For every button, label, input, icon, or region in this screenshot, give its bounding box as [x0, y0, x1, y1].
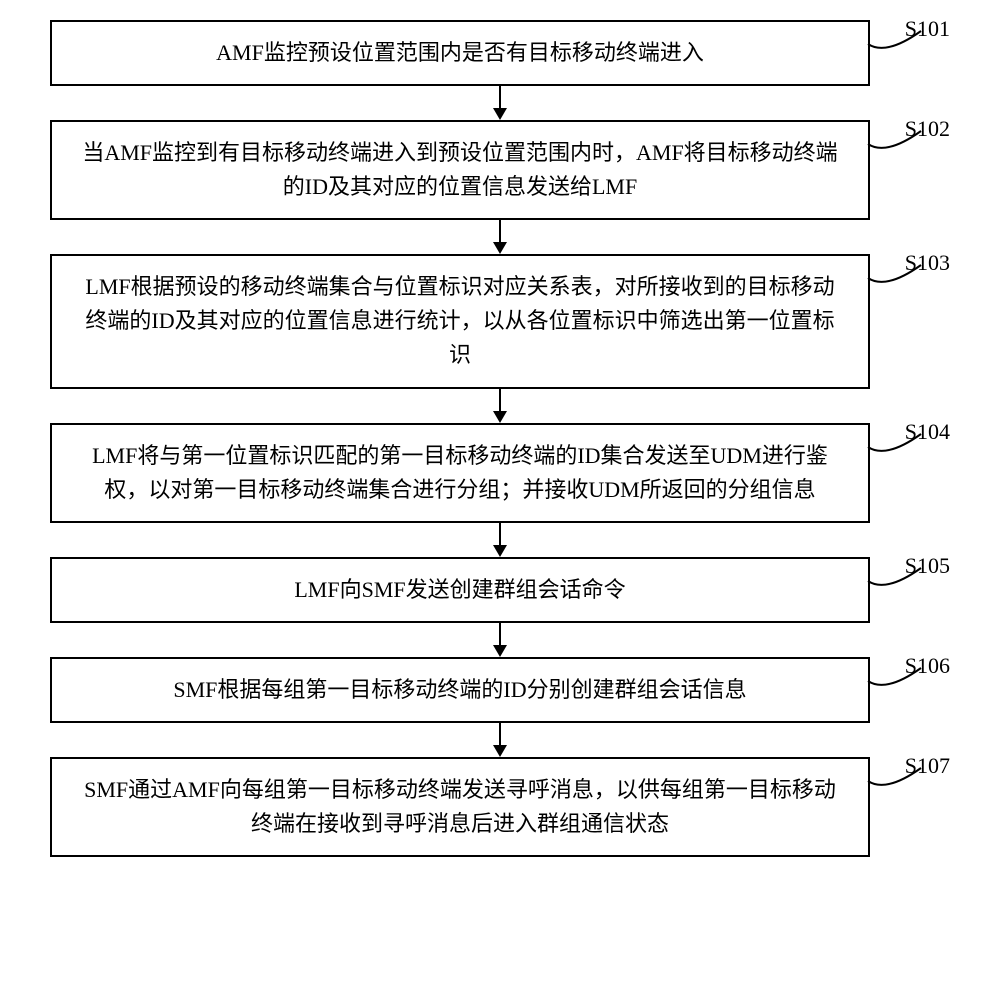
step-label-wrap: S101	[870, 20, 950, 86]
step-text: SMF根据每组第一目标移动终端的ID分别创建群组会话信息	[173, 673, 746, 707]
step-text: LMF向SMF发送创建群组会话命令	[294, 573, 625, 607]
step-text: 当AMF监控到有目标移动终端进入到预设位置范围内时，AMF将目标移动终端的ID及…	[82, 136, 838, 204]
step-box-s105: LMF向SMF发送创建群组会话命令	[50, 557, 870, 623]
step-row: SMF根据每组第一目标移动终端的ID分别创建群组会话信息 S106	[50, 657, 950, 723]
arrow	[90, 86, 910, 120]
step-row: AMF监控预设位置范围内是否有目标移动终端进入 S101	[50, 20, 950, 86]
arrow	[90, 389, 910, 423]
step-row: 当AMF监控到有目标移动终端进入到预设位置范围内时，AMF将目标移动终端的ID及…	[50, 120, 950, 220]
step-box-s103: LMF根据预设的移动终端集合与位置标识对应关系表，对所接收到的目标移动终端的ID…	[50, 254, 870, 388]
step-label-wrap: S102	[870, 120, 950, 220]
step-row: LMF根据预设的移动终端集合与位置标识对应关系表，对所接收到的目标移动终端的ID…	[50, 254, 950, 388]
step-label-wrap: S104	[870, 423, 950, 523]
step-box-s104: LMF将与第一位置标识匹配的第一目标移动终端的ID集合发送至UDM进行鉴权，以对…	[50, 423, 870, 523]
step-box-s106: SMF根据每组第一目标移动终端的ID分别创建群组会话信息	[50, 657, 870, 723]
step-box-s101: AMF监控预设位置范围内是否有目标移动终端进入	[50, 20, 870, 86]
step-label: S101	[905, 16, 950, 42]
step-row: LMF将与第一位置标识匹配的第一目标移动终端的ID集合发送至UDM进行鉴权，以对…	[50, 423, 950, 523]
step-label-wrap: S103	[870, 254, 950, 388]
step-row: LMF向SMF发送创建群组会话命令 S105	[50, 557, 950, 623]
step-text: AMF监控预设位置范围内是否有目标移动终端进入	[216, 36, 704, 70]
step-label: S104	[905, 419, 950, 445]
step-label: S105	[905, 553, 950, 579]
step-box-s102: 当AMF监控到有目标移动终端进入到预设位置范围内时，AMF将目标移动终端的ID及…	[50, 120, 870, 220]
step-box-s107: SMF通过AMF向每组第一目标移动终端发送寻呼消息，以供每组第一目标移动终端在接…	[50, 757, 870, 857]
flowchart-container: AMF监控预设位置范围内是否有目标移动终端进入 S101 当AMF监控到有目标移…	[50, 20, 950, 969]
step-label-wrap: S106	[870, 657, 950, 723]
step-row: SMF通过AMF向每组第一目标移动终端发送寻呼消息，以供每组第一目标移动终端在接…	[50, 757, 950, 857]
step-label: S107	[905, 753, 950, 779]
arrow	[90, 523, 910, 557]
arrow	[90, 723, 910, 757]
arrow	[90, 220, 910, 254]
step-text: LMF根据预设的移动终端集合与位置标识对应关系表，对所接收到的目标移动终端的ID…	[82, 270, 838, 372]
step-label-wrap: S107	[870, 757, 950, 857]
step-label: S106	[905, 653, 950, 679]
step-text: LMF将与第一位置标识匹配的第一目标移动终端的ID集合发送至UDM进行鉴权，以对…	[82, 439, 838, 507]
step-label: S103	[905, 250, 950, 276]
step-label: S102	[905, 116, 950, 142]
step-text: SMF通过AMF向每组第一目标移动终端发送寻呼消息，以供每组第一目标移动终端在接…	[82, 773, 838, 841]
step-label-wrap: S105	[870, 557, 950, 623]
arrow	[90, 623, 910, 657]
